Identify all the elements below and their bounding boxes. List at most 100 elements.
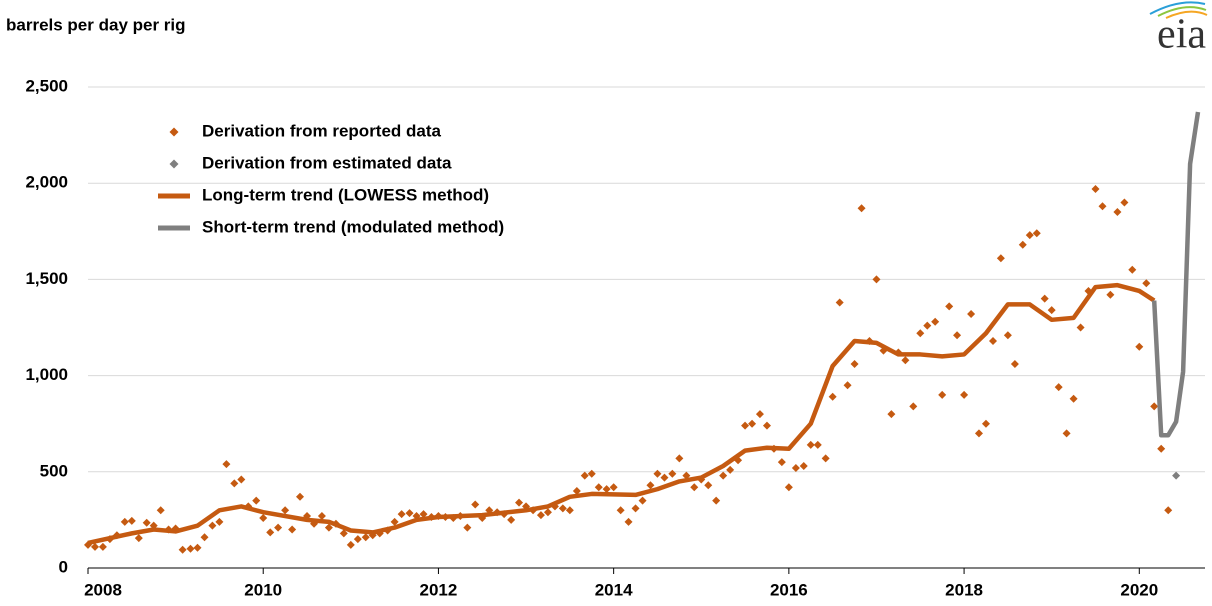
legend-swatch [169,159,179,169]
data-point [806,440,815,449]
data-point [558,504,567,513]
data-point [120,517,129,526]
data-point [463,523,472,532]
data-point [821,454,830,463]
data-point [1150,402,1159,411]
data-point [653,469,662,478]
data-point [813,440,822,449]
data-point [230,479,239,488]
data-point [296,492,305,501]
data-point [1010,360,1019,369]
data-point [791,463,800,472]
data-point [967,310,976,319]
data-point [361,533,370,542]
x-tick-label: 2018 [945,580,983,599]
data-point [1106,290,1115,299]
data-point [1091,184,1100,193]
data-point [996,254,1005,263]
data-point [259,513,268,522]
data-point [1157,444,1166,453]
data-point [543,508,552,517]
data-point [397,510,406,519]
data-point [616,506,625,515]
data-point [646,481,655,490]
data-point [580,471,589,480]
y-tick-label: 500 [40,461,68,480]
data-point [1025,231,1034,240]
data-point [872,275,881,284]
data-point [828,392,837,401]
data-point [660,473,669,482]
data-point [909,402,918,411]
x-tick-label: 2020 [1120,580,1158,599]
data-point [901,356,910,365]
y-axis-label: barrels per day per rig [6,15,186,34]
data-point [405,509,414,518]
data-point [1142,279,1151,288]
data-point [690,483,699,492]
data-point [237,475,246,484]
data-point [1062,429,1071,438]
data-point [741,421,750,430]
data-point [252,496,261,505]
data-point [784,483,793,492]
data-point [668,469,677,478]
data-point [390,517,399,526]
data-point [91,542,100,551]
y-tick-label: 0 [59,557,68,576]
data-point [953,331,962,340]
data-point [1032,229,1041,238]
data-point [1040,294,1049,303]
data-point [748,419,757,428]
data-point [843,381,852,390]
x-tick-label: 2016 [770,580,808,599]
data-point [704,481,713,490]
legend-label: Long-term trend (LOWESS method) [202,185,489,204]
data-point [587,469,596,478]
data-point [178,545,187,554]
data-point [609,483,618,492]
data-point [536,511,545,520]
data-point [981,419,990,428]
data-point [916,329,925,338]
data-point [317,512,326,521]
logo-arc [1149,1,1206,15]
data-point [988,336,997,345]
data-point [186,544,195,553]
data-point [1054,383,1063,392]
y-tick-label: 1,000 [25,365,68,384]
legend-label: Derivation from reported data [202,121,442,140]
data-point [1076,323,1085,332]
data-point [938,390,947,399]
logo-arc [1165,10,1208,19]
legend-label: Derivation from estimated data [202,153,452,172]
data-point [835,298,844,307]
y-tick-label: 2,500 [25,76,68,95]
data-point [1120,198,1129,207]
data-point [565,506,574,515]
data-point [1172,471,1181,480]
data-point [887,410,896,419]
legend-label: Short-term trend (modulated method) [202,217,504,236]
data-point [624,517,633,526]
data-point [485,506,494,515]
data-point [1098,202,1107,211]
data-point [923,321,932,330]
data-point [515,498,524,507]
data-point [156,506,165,515]
data-point [572,487,581,496]
data-point [346,540,355,549]
data-point [1018,240,1027,249]
data-point [960,390,969,399]
trend-line [87,282,1156,546]
data-point [507,515,516,524]
data-point [208,521,217,530]
data-point [222,460,231,469]
data-point [675,454,684,463]
data-point [755,410,764,419]
data-point [594,483,603,492]
y-tick-label: 2,000 [25,173,68,192]
data-point [215,517,224,526]
data-point [777,458,786,467]
